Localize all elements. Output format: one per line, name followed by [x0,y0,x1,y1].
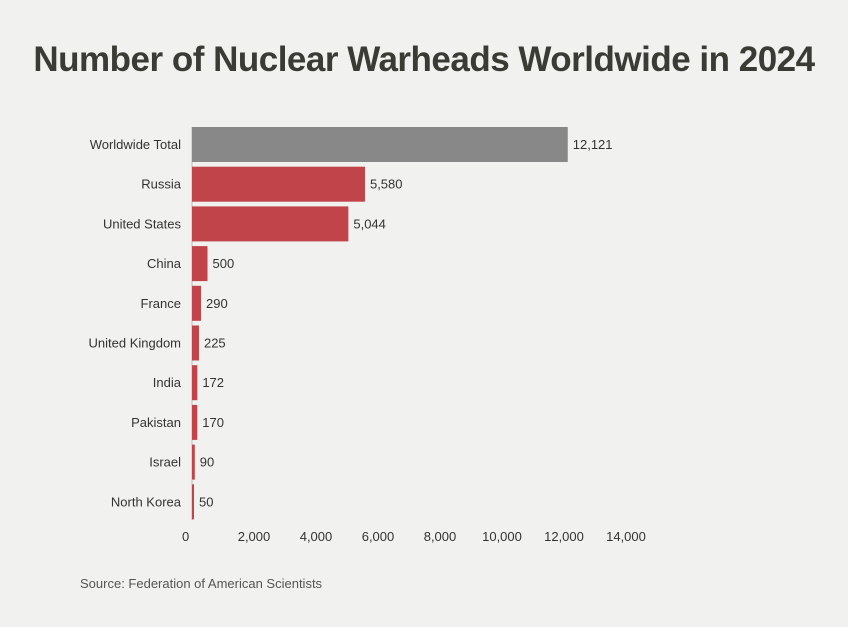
bar-russia [192,166,365,202]
value-label-united-states: 5,044 [353,216,386,231]
category-label-china: China [147,256,182,271]
bar-israel [192,444,195,480]
category-label-russia: Russia [141,177,182,192]
category-label-north-korea: North Korea [111,494,182,509]
category-label-india: India [153,375,182,390]
x-tick-labels-group: 0 2,000 4,000 6,000 8,000 10,000 12,000 14,000 [182,529,646,544]
value-label-india: 172 [202,375,224,390]
bar-north-korea [192,484,194,520]
bar-united-kingdom [192,325,199,361]
value-label-pakistan: 170 [202,415,224,430]
value-label-united-kingdom: 225 [204,336,226,351]
source-note: Source: Federation of American Scientist… [80,576,323,591]
bar-pakistan [192,404,198,440]
value-label-france: 290 [206,296,228,311]
category-label-worldwide-total: Worldwide Total [90,137,181,152]
category-label-united-kingdom: United Kingdom [89,336,182,351]
value-label-worldwide-total: 12,121 [573,137,613,152]
chart-title: Number of Nuclear Warheads Worldwide in … [33,40,815,79]
x-tick-label: 4,000 [300,529,333,544]
x-tick-label: 10,000 [482,529,522,544]
bars-group [192,127,568,520]
bar-worldwide-total [192,127,568,162]
bar-india [192,365,198,401]
x-tick-label: 14,000 [606,529,646,544]
value-labels-group: 12,121 5,580 5,044 500 290 225 172 170 90 50 [199,137,613,509]
category-labels-group: Worldwide Total Russia United States China F… [89,137,182,509]
x-tick-label: 8,000 [424,529,457,544]
category-label-france: France [141,296,181,311]
x-tick-label: 6,000 [362,529,395,544]
category-label-israel: Israel [149,455,181,470]
category-label-pakistan: Pakistan [131,415,181,430]
value-label-russia: 5,580 [370,177,403,192]
bar-france [192,285,201,321]
x-tick-label: 0 [182,529,189,544]
bar-china [192,246,208,282]
category-label-united-states: United States [103,216,182,231]
bar-united-states [192,206,349,242]
value-label-north-korea: 50 [199,494,213,509]
value-label-israel: 90 [200,455,214,470]
value-label-china: 500 [213,256,235,271]
x-tick-label: 12,000 [544,529,584,544]
x-tick-label: 2,000 [238,529,271,544]
